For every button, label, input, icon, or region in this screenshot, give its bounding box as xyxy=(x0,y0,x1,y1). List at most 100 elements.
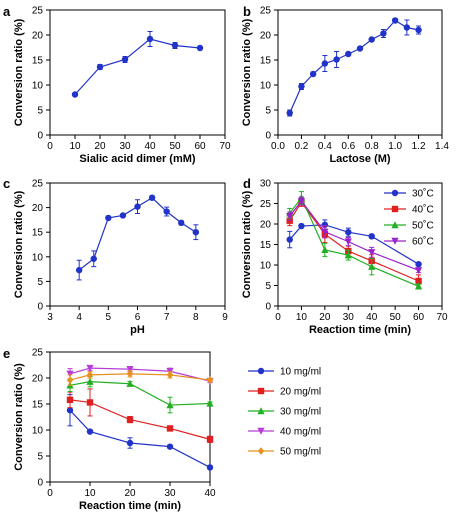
x-tick-label: 40 xyxy=(204,488,216,499)
data-point xyxy=(403,24,411,31)
data-point xyxy=(298,83,305,90)
y-tick-label: 5 xyxy=(37,452,43,463)
series-1 xyxy=(75,194,200,281)
data-point xyxy=(86,371,94,379)
data-point xyxy=(286,213,294,221)
data-point xyxy=(415,26,422,34)
x-tick-label: 0 xyxy=(47,488,53,499)
panel-a xyxy=(46,9,226,139)
y-tick-label: 25 xyxy=(260,199,272,210)
data-point xyxy=(166,443,174,450)
x-tick-label: 40 xyxy=(144,141,156,152)
series-2 xyxy=(66,388,214,443)
y-tick-label: 20 xyxy=(32,31,44,42)
data-point xyxy=(171,42,179,49)
x-tick-label: 70 xyxy=(436,312,448,323)
data-point xyxy=(126,416,134,423)
y-tick-label: 0 xyxy=(37,131,43,142)
data-point xyxy=(86,399,94,406)
data-point xyxy=(66,376,74,384)
legend-marker xyxy=(391,205,399,213)
data-point xyxy=(368,233,375,240)
x-tick-label: 30 xyxy=(119,141,131,152)
panel-letter: a xyxy=(3,4,11,19)
data-point xyxy=(148,194,156,201)
legend-marker xyxy=(391,221,399,229)
panel-letter: d xyxy=(243,176,251,191)
x-tick-label: 1.4 xyxy=(435,141,449,152)
data-point xyxy=(368,36,375,43)
x-tick-label: 50 xyxy=(390,312,402,323)
y-tick-label: 0 xyxy=(265,302,271,313)
x-tick-label: 70 xyxy=(219,141,231,152)
y-tick-label: 0 xyxy=(37,302,43,313)
series-line xyxy=(74,38,201,95)
data-point xyxy=(71,91,79,98)
legend-marker xyxy=(257,407,265,415)
legend-label: 40˚C xyxy=(412,204,434,216)
data-point xyxy=(86,364,94,372)
data-point xyxy=(166,401,174,409)
legend-marker xyxy=(257,447,265,455)
y-tick-label: 20 xyxy=(32,374,44,385)
legend-label: 30 mg/ml xyxy=(280,407,321,418)
data-point xyxy=(178,219,185,227)
panel-e xyxy=(46,351,274,486)
x-tick-label: 1.2 xyxy=(412,141,426,152)
x-tick-label: 10 xyxy=(296,312,308,323)
x-tick-label: 7 xyxy=(164,312,170,323)
y-tick-label: 0 xyxy=(265,131,271,142)
y-tick-label: 5 xyxy=(265,106,271,117)
data-point xyxy=(321,60,329,67)
x-tick-label: 60 xyxy=(194,141,206,152)
data-point xyxy=(415,277,422,285)
data-point xyxy=(126,365,134,373)
y-tick-label: 0 xyxy=(37,478,43,489)
x-axis-label: pH xyxy=(130,324,145,336)
panel-c xyxy=(46,182,226,310)
x-axis-label: Sialic acid dimer (mM) xyxy=(79,153,195,165)
data-point xyxy=(96,63,104,71)
x-tick-label: 4 xyxy=(76,312,82,323)
data-point xyxy=(297,197,306,205)
data-point xyxy=(391,17,399,24)
data-point xyxy=(286,236,293,243)
data-point xyxy=(415,260,422,268)
data-point xyxy=(196,44,204,52)
data-point xyxy=(66,396,74,404)
series-2 xyxy=(286,197,422,288)
x-tick-label: 0.2 xyxy=(294,141,308,152)
y-tick-label: 25 xyxy=(32,348,44,359)
series-line xyxy=(289,19,419,114)
x-tick-label: 6 xyxy=(135,312,141,323)
legend-label: 40 mg/ml xyxy=(280,427,321,438)
x-tick-label: 8 xyxy=(193,312,199,323)
panel-letter: e xyxy=(3,346,10,361)
data-point xyxy=(163,208,170,215)
data-point xyxy=(166,425,174,432)
data-point xyxy=(286,109,293,117)
data-point xyxy=(298,222,305,230)
legend-marker xyxy=(257,387,265,395)
y-axis-label: Conversion ratio (%) xyxy=(13,18,25,126)
x-tick-label: 20 xyxy=(94,141,106,152)
data-point xyxy=(380,30,387,37)
x-tick-label: 30 xyxy=(343,312,355,323)
x-tick-label: 50 xyxy=(169,141,181,152)
legend-marker xyxy=(257,367,265,375)
y-tick-label: 10 xyxy=(32,252,44,263)
y-tick-label: 15 xyxy=(260,240,272,251)
data-point xyxy=(206,399,214,407)
x-tick-label: 0.8 xyxy=(365,141,379,152)
x-axis-label: Lactose (M) xyxy=(329,153,390,165)
data-point xyxy=(119,212,127,219)
x-tick-label: 60 xyxy=(413,312,425,323)
data-point xyxy=(126,370,134,378)
data-point xyxy=(345,50,352,58)
data-point xyxy=(344,251,352,259)
series-line xyxy=(69,409,211,468)
y-tick-label: 5 xyxy=(265,281,271,292)
data-point xyxy=(166,371,174,379)
y-axis-label: Conversion ratio (%) xyxy=(13,363,25,471)
y-axis-label: Conversion ratio (%) xyxy=(241,18,253,126)
